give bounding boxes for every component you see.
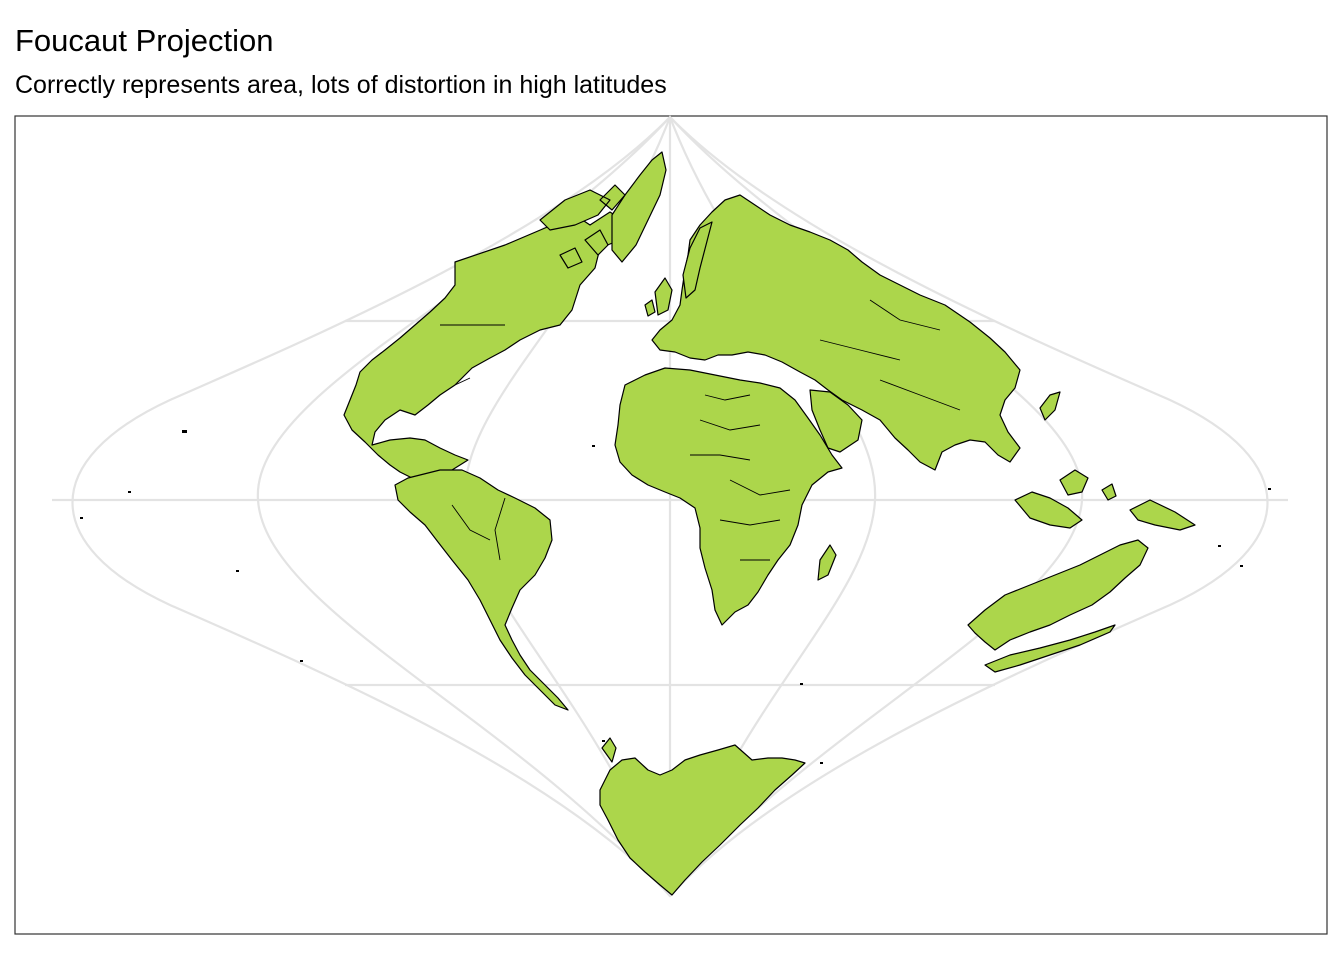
page-subtitle: Correctly represents area, lots of disto…: [15, 71, 667, 99]
north-america: [343, 211, 626, 481]
scandinavia: [682, 221, 713, 299]
greenland: [611, 151, 667, 263]
antarctica: [599, 744, 806, 896]
australia: [967, 539, 1149, 651]
japan: [1039, 391, 1061, 421]
country-borders: [440, 299, 961, 561]
small-islands: [80, 430, 1271, 764]
africa: [614, 367, 843, 626]
antarctic-peninsula: [601, 737, 617, 763]
south-america: [394, 469, 569, 711]
canadian-arctic-islands: [539, 184, 626, 269]
page-title: Foucaut Projection: [15, 23, 274, 58]
british-isles: [644, 277, 673, 317]
arabia: [809, 389, 863, 453]
new-zealand: [984, 624, 1116, 673]
land-masses: [343, 151, 1196, 896]
madagascar: [817, 544, 837, 581]
europe-asia: [651, 194, 1021, 471]
southeast-asia-islands: [1014, 469, 1196, 531]
